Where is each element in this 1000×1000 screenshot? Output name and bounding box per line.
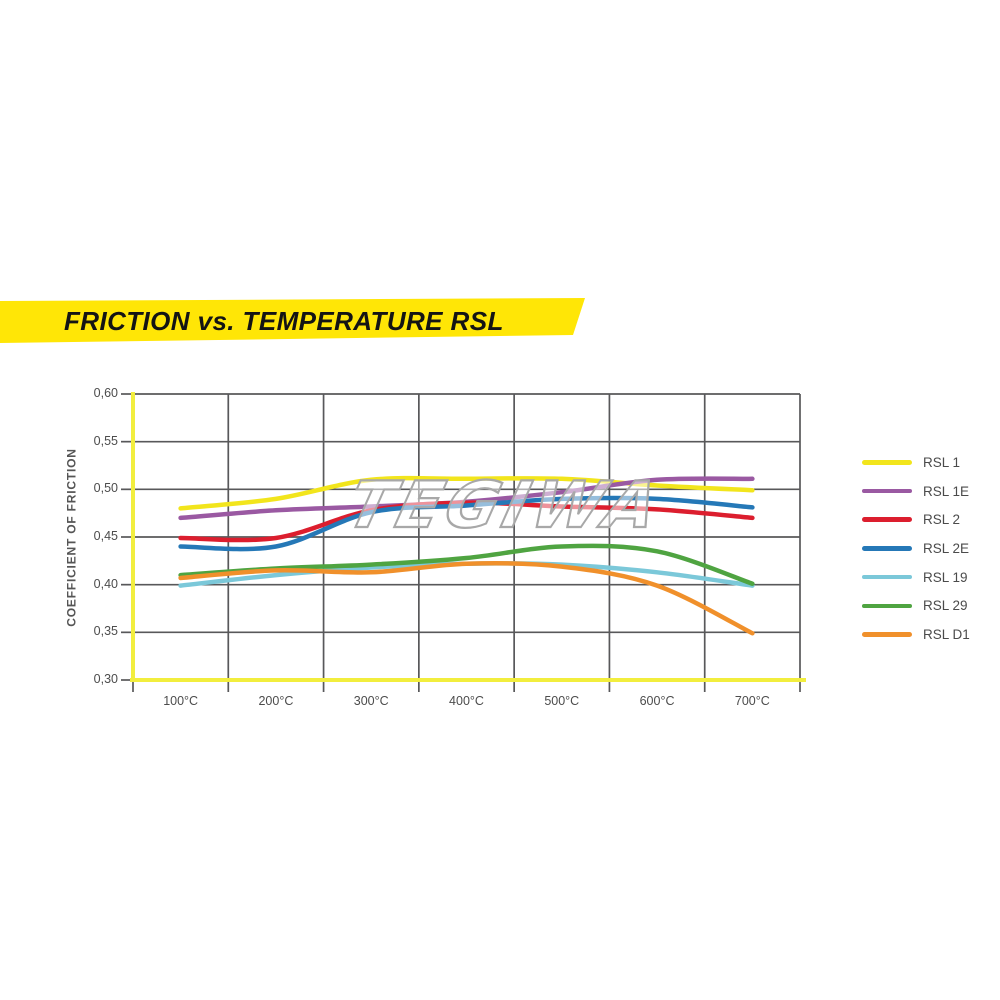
legend-label-rsl-1e: RSL 1E	[923, 483, 970, 499]
legend-item-rsl-2: RSL 2	[862, 505, 970, 534]
legend-item-rsl-19: RSL 19	[862, 563, 970, 592]
legend-swatch-rsl-2e	[862, 546, 912, 551]
legend-swatch-rsl-1	[862, 460, 912, 465]
legend-item-rsl-29: RSL 29	[862, 591, 970, 620]
y-tick-label-0-50: 0,50	[93, 481, 118, 496]
legend-label-rsl-19: RSL 19	[923, 569, 968, 585]
x-tick-label-400-c: 400°C	[449, 694, 484, 708]
series-line-rsl-1	[178, 475, 755, 511]
x-tick-label-300-c: 300°C	[353, 694, 389, 708]
legend-label-rsl-1: RSL 1	[923, 454, 961, 470]
axes	[130, 392, 806, 682]
x-tick-label-600-c: 600°C	[639, 694, 675, 708]
legend-label-rsl-29: RSL 29	[923, 598, 968, 614]
legend-swatch-rsl-29	[862, 603, 912, 609]
series-line-rsl-19	[178, 561, 755, 588]
legend-item-rsl-1: RSL 1	[862, 448, 970, 477]
legend-swatch-rsl-2	[862, 517, 912, 522]
legend-item-rsl-2e: RSL 2E	[862, 534, 970, 563]
series-line-rsl-2e	[178, 495, 755, 552]
legend-item-rsl-1e: RSL 1E	[862, 477, 970, 506]
legend-swatch-rsl-19	[862, 574, 912, 580]
x-tick-label-500-c: 500°C	[544, 694, 580, 708]
chart-title: FRICTION vs. TEMPERATURE RSL	[64, 306, 504, 336]
y-tick-label-0-60: 0,60	[93, 386, 118, 400]
y-tick-label-0-40: 0,40	[93, 576, 118, 591]
chart-legend: RSL 1 RSL 1E RSL 2 RSL 2E RSL 19 RSL 29 RSL D1	[862, 448, 970, 649]
y-tick-label-0-35: 0,35	[93, 624, 118, 639]
legend-label-rsl-2e: RSL 2E	[923, 540, 970, 556]
series-line-rsl-d1	[178, 560, 755, 636]
legend-label-rsl-d1: RSL D1	[923, 626, 970, 642]
title-banner: FRICTION vs. TEMPERATURE RSL	[0, 298, 585, 343]
y-tick-label-0-55: 0,55	[93, 433, 118, 448]
series-line-rsl-2	[178, 500, 755, 543]
legend-item-rsl-d1: RSL D1	[862, 620, 970, 649]
legend-label-rsl-2: RSL 2	[923, 512, 961, 528]
series-lines	[178, 475, 755, 636]
tegiwa-watermark: TEGIWA	[340, 469, 670, 543]
x-tick-label-200-c: 200°C	[258, 694, 294, 708]
y-tick-label-0-30: 0,30	[93, 672, 118, 686]
gridlines	[121, 393, 801, 692]
y-tick-label-0-45: 0,45	[93, 529, 118, 543]
legend-swatch-rsl-d1	[862, 632, 912, 637]
x-tick-label-700-c: 700°C	[734, 694, 770, 708]
legend-swatch-rsl-1e	[862, 488, 912, 494]
x-tick-label-100-c: 100°C	[163, 694, 199, 708]
